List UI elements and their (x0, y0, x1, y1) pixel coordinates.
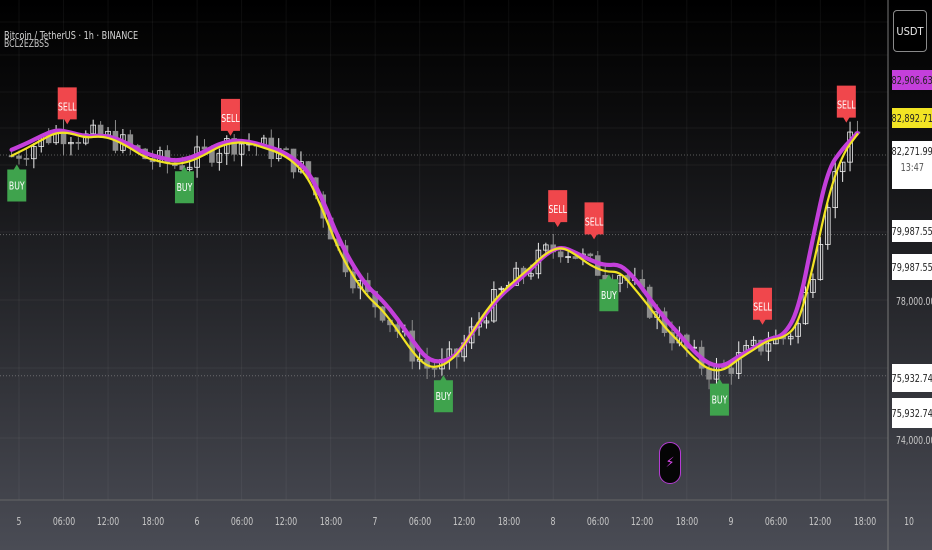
buy-signal-label: BUY (712, 395, 728, 407)
candle-body (557, 251, 564, 258)
x-tick-label: 06:00 (586, 516, 609, 528)
countdown-label: 13:47 (892, 161, 932, 189)
candle-body (528, 273, 534, 277)
sell-signal-label: SELL (548, 204, 567, 216)
ma-purple-price-label: 82,906.63 (891, 70, 932, 90)
symbol-title[interactable]: Bitcoin / TetherUS · 1h · BINANCE (4, 29, 139, 42)
candle-body (483, 320, 490, 324)
candle-body (750, 339, 757, 346)
sell-signal-tag (584, 202, 604, 240)
candle-body (16, 155, 22, 159)
x-tick-label: 7 (372, 516, 378, 528)
sell-signal-tag (57, 87, 77, 125)
x-tick-label: 06:00 (408, 516, 431, 528)
candle-body (728, 367, 735, 374)
candle-body (795, 323, 801, 337)
x-tick-label: 18:00 (853, 516, 877, 528)
x-tick-label: 12:00 (274, 516, 298, 528)
y-tick-label: 74,000.00 (896, 435, 932, 447)
candle-body (216, 152, 223, 163)
buy-signal-label: BUY (601, 290, 617, 302)
candle-body (238, 143, 245, 155)
buy-signal-label: BUY (177, 182, 193, 194)
buy-signal-label: BUY (436, 391, 452, 403)
level-label-high-b: 79,987.55 (891, 254, 932, 280)
x-tick-label: 5 (16, 516, 22, 528)
candle-body (543, 244, 549, 251)
candle-body (431, 367, 438, 370)
candle-body (735, 352, 742, 374)
x-tick-label: 8 (550, 516, 556, 528)
candle-body (231, 138, 237, 155)
sell-signal-label: SELL (837, 100, 856, 112)
buy-signal-tag (709, 378, 729, 416)
sell-signal-label: SELL (585, 217, 604, 229)
candle-body (186, 166, 193, 170)
level-label-low-a: 75,932.74 (891, 364, 932, 392)
x-tick-label: 9 (728, 516, 734, 528)
sell-signal-tag (220, 98, 240, 136)
currency-button[interactable]: USDT (893, 10, 927, 52)
x-tick-label: 18:00 (497, 516, 520, 528)
sell-signal-label: SELL (58, 102, 77, 114)
candle-body (832, 171, 838, 209)
x-tick-label: 06:00 (230, 516, 253, 528)
buy-signal-label: BUY (9, 181, 25, 193)
sell-signal-label: SELL (753, 302, 772, 314)
candle-body (75, 141, 82, 144)
last-price-label: 82,271.99 (891, 141, 932, 161)
candle-body (23, 157, 30, 160)
lightning-icon[interactable]: ⚡ (659, 442, 681, 484)
ma-yellow-line (10, 131, 859, 372)
buy-signal-tag (7, 164, 27, 202)
candle-body (765, 343, 772, 352)
candle-body (565, 256, 571, 258)
candle-body (587, 253, 594, 257)
sell-signal-tag (836, 85, 856, 123)
candle-body (31, 146, 37, 160)
x-tick-label: 6 (194, 516, 200, 528)
indicator-title[interactable]: BCL2EZBSS (4, 38, 50, 50)
candle-body (817, 244, 824, 280)
x-tick-label: 06:00 (764, 516, 787, 528)
x-tick-label: 18:00 (141, 516, 164, 528)
x-tick-label: 18:00 (675, 516, 698, 528)
x-tick-label: 06:00 (52, 516, 75, 528)
candle-body (787, 335, 794, 340)
x-tick-label: 12:00 (96, 516, 120, 528)
candle-body (498, 287, 505, 290)
ma-purple-line (9, 128, 860, 368)
candle-body (824, 207, 831, 245)
candle-body (97, 124, 104, 136)
buy-signal-tag (433, 375, 453, 413)
x-tick-label: 12:00 (631, 516, 654, 528)
buy-signal-tag (599, 274, 619, 312)
candle-body (283, 148, 289, 151)
level-label-high-a: 79,987.55 (891, 220, 932, 242)
candle-body (810, 279, 816, 293)
y-tick-label: 78,000.00 (896, 296, 932, 308)
x-tick-label: 18:00 (319, 516, 342, 528)
sell-signal-tag (548, 190, 568, 228)
candle-body (68, 141, 74, 145)
level-label-low-b: 75,932.74 (891, 398, 932, 428)
ma-yellow-price-label: 82,892.71 (891, 108, 932, 128)
candle-body (839, 161, 846, 173)
x-tick-label: 10 (904, 516, 915, 528)
buy-signal-tag (174, 166, 194, 204)
x-tick-label: 12:00 (453, 516, 476, 528)
x-tick-label: 12:00 (809, 516, 832, 528)
sell-signal-tag (752, 287, 772, 325)
sell-signal-label: SELL (221, 113, 240, 125)
